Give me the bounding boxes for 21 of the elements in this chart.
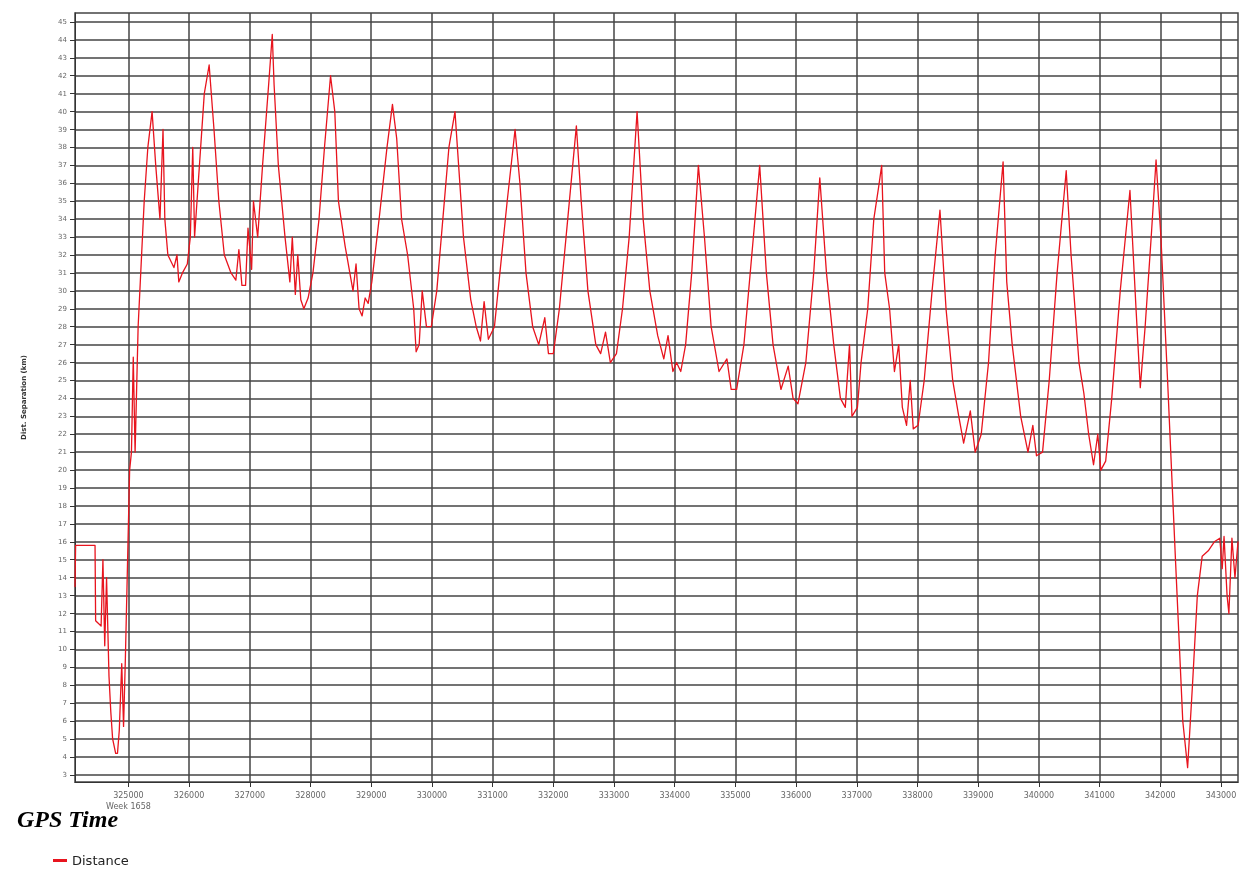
x-tick-label: 335000	[720, 791, 751, 800]
line-series	[74, 33, 1239, 769]
x-tick-label: 341000	[1084, 791, 1115, 800]
x-tick-label: 331000	[477, 791, 508, 800]
x-tick-label: 337000	[841, 791, 873, 800]
x-tick-label: 340000	[1023, 791, 1055, 800]
x-tick-label: 327000	[234, 791, 266, 800]
x-tick-label: 328000	[295, 791, 326, 800]
x-tick-label: 333000	[598, 791, 630, 800]
x-tick-label: 339000	[962, 791, 994, 800]
x-tick-label: 330000	[416, 791, 448, 800]
x-tick-label: 329000	[355, 791, 387, 800]
x-tick-label: 336000	[780, 791, 812, 800]
x-tick-label: 343000	[1205, 791, 1237, 800]
x-tick-label: 325000 Week 1658	[106, 791, 151, 811]
x-tick-label: 334000	[659, 791, 690, 800]
x-tick-label: 342000	[1145, 791, 1176, 800]
legend-label: Distance	[72, 853, 129, 868]
x-tick-label: 338000	[902, 791, 933, 800]
x-tick-label: 332000	[538, 791, 569, 800]
x-tick-label: 326000	[173, 791, 205, 800]
